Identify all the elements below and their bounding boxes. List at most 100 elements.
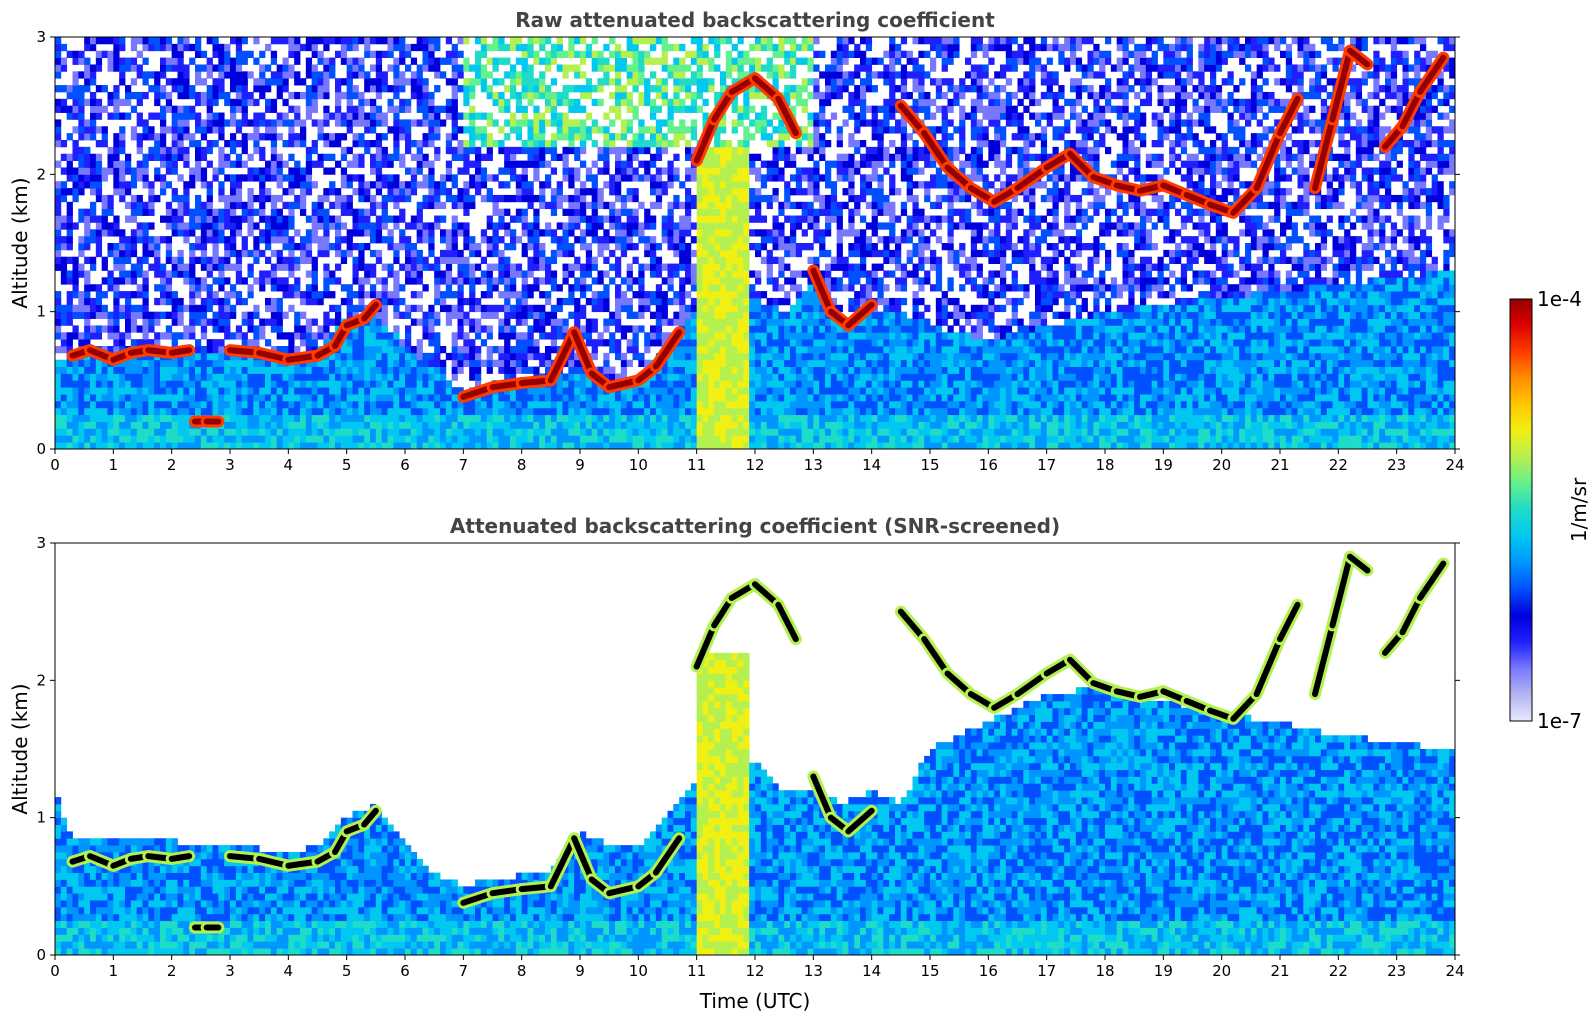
heatmap-cell bbox=[620, 428, 628, 436]
heatmap-cell bbox=[95, 160, 103, 168]
heatmap-cell bbox=[195, 126, 202, 134]
heatmap-cell bbox=[475, 346, 482, 354]
heatmap-cell bbox=[451, 146, 458, 155]
heatmap-cell bbox=[72, 263, 79, 271]
heatmap-cell bbox=[165, 91, 173, 100]
heatmap-cell bbox=[673, 263, 680, 271]
heatmap-cell bbox=[679, 373, 686, 381]
heatmap-cell bbox=[434, 222, 441, 230]
heatmap-cell bbox=[358, 394, 365, 402]
heatmap-cell bbox=[259, 277, 266, 285]
heatmap-cell bbox=[410, 270, 418, 278]
heatmap-cell bbox=[399, 297, 406, 306]
heatmap-cell bbox=[515, 366, 523, 374]
heatmap-cell bbox=[562, 243, 569, 251]
heatmap-cell bbox=[650, 325, 657, 333]
heatmap-cell bbox=[685, 435, 692, 443]
heatmap-cell bbox=[323, 78, 330, 86]
heatmap-cell bbox=[486, 146, 493, 155]
heatmap-cell bbox=[685, 339, 692, 347]
heatmap-cell bbox=[247, 311, 254, 319]
heatmap-cell bbox=[469, 263, 476, 271]
heatmap-cell bbox=[370, 318, 377, 326]
heatmap-cell bbox=[375, 174, 383, 182]
heatmap-cell bbox=[60, 181, 68, 189]
heatmap-cell bbox=[177, 256, 184, 264]
heatmap-cell bbox=[463, 153, 470, 161]
heatmap-cell bbox=[247, 188, 254, 196]
heatmap-cell bbox=[562, 194, 569, 203]
heatmap-cell bbox=[428, 428, 435, 436]
heatmap-cell bbox=[183, 304, 190, 313]
heatmap-cell bbox=[60, 194, 68, 203]
heatmap-cell bbox=[451, 346, 458, 354]
heatmap-cell bbox=[428, 352, 435, 361]
heatmap-cell bbox=[212, 91, 219, 100]
heatmap-cell bbox=[241, 208, 248, 216]
heatmap-cell bbox=[375, 229, 383, 237]
heatmap-cell bbox=[200, 126, 208, 134]
heatmap-cell bbox=[136, 236, 143, 244]
heatmap-cell bbox=[282, 332, 289, 340]
heatmap-cell bbox=[346, 37, 353, 45]
heatmap-cell bbox=[276, 160, 283, 168]
heatmap-cell bbox=[200, 78, 208, 86]
heatmap-cell bbox=[160, 140, 167, 148]
heatmap-cell bbox=[125, 91, 132, 100]
heatmap-cell bbox=[533, 243, 540, 251]
heatmap-cell bbox=[370, 339, 377, 347]
heatmap-cell bbox=[667, 428, 674, 436]
heatmap-cell bbox=[224, 400, 231, 409]
heatmap-cell bbox=[247, 174, 254, 182]
heatmap-cell bbox=[527, 133, 534, 141]
heatmap-cell bbox=[165, 284, 173, 292]
heatmap-cell bbox=[346, 414, 353, 422]
heatmap-cell bbox=[393, 325, 400, 333]
heatmap-cell bbox=[340, 78, 348, 86]
heatmap-cell bbox=[276, 428, 283, 436]
heatmap-cell bbox=[492, 400, 499, 409]
heatmap-cell bbox=[533, 284, 540, 292]
heatmap-cell bbox=[591, 297, 598, 306]
heatmap-cell bbox=[661, 188, 668, 196]
heatmap-cell bbox=[539, 57, 546, 65]
heatmap-cell bbox=[276, 256, 283, 264]
heatmap-cell bbox=[305, 291, 313, 299]
heatmap-cell bbox=[690, 318, 698, 326]
heatmap-cell bbox=[247, 98, 254, 107]
heatmap-cell bbox=[189, 91, 196, 100]
heatmap-cell bbox=[189, 222, 196, 230]
heatmap-cell bbox=[218, 400, 225, 409]
heatmap-cell bbox=[696, 222, 703, 230]
heatmap-cell bbox=[311, 394, 318, 402]
heatmap-cell bbox=[90, 236, 97, 244]
heatmap-cell bbox=[562, 318, 569, 326]
heatmap-cell bbox=[521, 119, 528, 127]
heatmap-cell bbox=[632, 407, 639, 416]
heatmap-cell bbox=[673, 387, 680, 395]
heatmap-cell bbox=[358, 284, 365, 292]
heatmap-cell bbox=[142, 297, 149, 306]
heatmap-cell bbox=[603, 325, 610, 333]
heatmap-cell bbox=[620, 229, 628, 237]
heatmap-cell bbox=[200, 297, 208, 306]
heatmap-cell bbox=[282, 78, 289, 86]
heatmap-cell bbox=[235, 428, 243, 436]
heatmap-cell bbox=[568, 270, 575, 278]
heatmap-cell bbox=[113, 311, 120, 319]
heatmap-cell bbox=[364, 387, 371, 395]
heatmap-cell bbox=[165, 277, 173, 285]
heatmap-cell bbox=[393, 256, 400, 264]
heatmap-cell bbox=[574, 435, 581, 443]
heatmap-cell bbox=[72, 181, 79, 189]
heatmap-cell bbox=[638, 78, 645, 86]
heatmap-cell bbox=[335, 366, 342, 374]
heatmap-cell bbox=[84, 414, 91, 422]
heatmap-cell bbox=[95, 421, 103, 429]
heatmap-cell bbox=[305, 91, 313, 100]
heatmap-cell bbox=[60, 346, 68, 354]
heatmap-cell bbox=[90, 380, 97, 388]
heatmap-cell bbox=[463, 428, 470, 436]
heatmap-cell bbox=[539, 140, 546, 148]
heatmap-cell bbox=[189, 133, 196, 141]
